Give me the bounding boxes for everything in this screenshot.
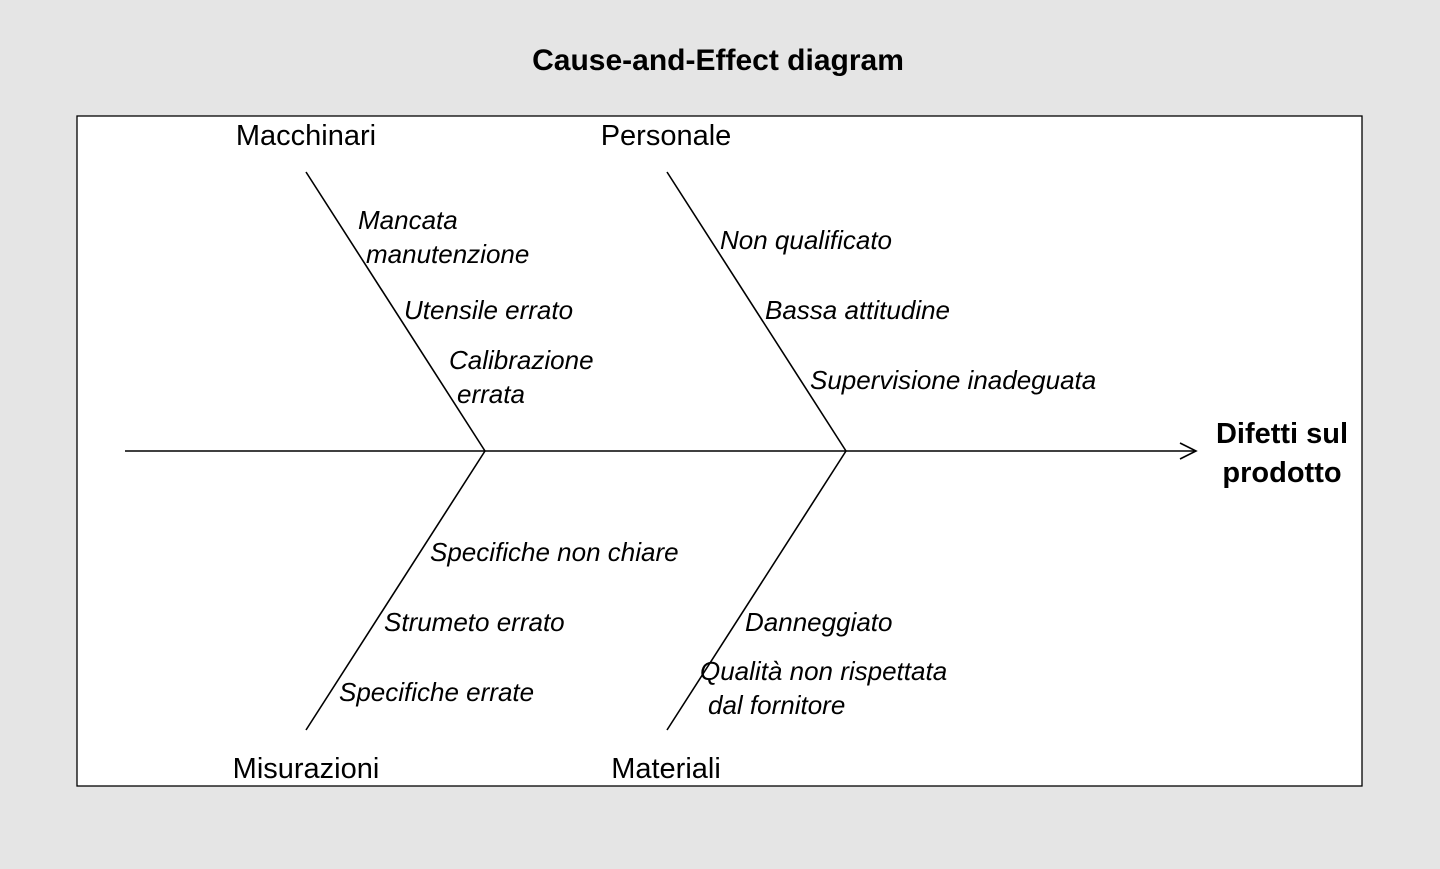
cause-label: Qualità non rispettata: [700, 656, 947, 686]
category-label-materiali: Materiali: [611, 753, 721, 785]
effect-label: Difetti sul: [1216, 418, 1348, 450]
cause-label: Mancata: [358, 205, 458, 235]
bone-macchinari: [305, 171, 486, 452]
cause-label: Strumeto errato: [384, 607, 565, 637]
cause-label: Calibrazione: [449, 345, 594, 375]
cause-label: Supervisione inadeguata: [810, 365, 1096, 395]
category-label-misurazioni: Misurazioni: [233, 753, 380, 785]
spine-arrowhead: [1179, 442, 1198, 460]
bone-personale: [666, 171, 847, 452]
bone-materiali: [666, 450, 847, 731]
cause-label: Specifiche non chiare: [430, 537, 679, 567]
bone-misurazioni: [305, 450, 486, 731]
cause-label: Danneggiato: [745, 607, 892, 637]
cause-label: errata: [457, 379, 525, 409]
cause-label: Bassa attitudine: [765, 295, 950, 325]
cause-label: Utensile errato: [404, 295, 573, 325]
category-label-macchinari: Macchinari: [236, 120, 376, 152]
effect-label: prodotto: [1222, 457, 1341, 489]
cause-label: manutenzione: [366, 239, 529, 269]
diagram-title: Cause-and-Effect diagram: [532, 44, 904, 77]
category-label-personale: Personale: [601, 120, 732, 152]
cause-label: dal fornitore: [708, 690, 845, 720]
cause-label: Non qualificato: [720, 225, 892, 255]
cause-label: Specifiche errate: [339, 677, 534, 707]
